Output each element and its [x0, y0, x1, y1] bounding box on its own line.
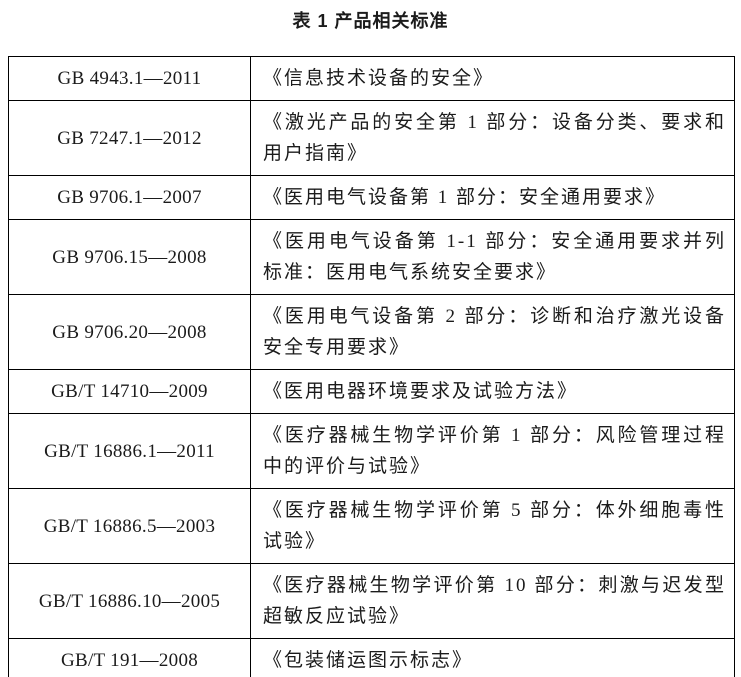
table-row: GB/T 16886.10—2005 《医疗器械生物学评价第 10 部分：刺激与… — [8, 563, 735, 639]
table-row: GB 4943.1—2011 《信息技术设备的安全》 — [8, 56, 735, 101]
standard-code-cell: GB 7247.1—2012 — [8, 100, 251, 176]
standard-name-cell: 《医疗器械生物学评价第 10 部分：刺激与迟发型超敏反应试验》 — [250, 563, 735, 639]
standard-code-cell: GB 9706.1—2007 — [8, 175, 251, 220]
table-row: GB 9706.20—2008 《医用电气设备第 2 部分：诊断和治疗激光设备安… — [8, 294, 735, 370]
table-row: GB/T 16886.5—2003 《医疗器械生物学评价第 5 部分：体外细胞毒… — [8, 488, 735, 564]
standard-code-cell: GB 9706.15—2008 — [8, 219, 251, 295]
standard-name-cell: 《医用电气设备第 1 部分：安全通用要求》 — [250, 175, 735, 220]
standard-name-cell: 《包装储运图示标志》 — [250, 638, 735, 677]
table-row: GB/T 14710—2009 《医用电器环境要求及试验方法》 — [8, 369, 735, 414]
standard-code-cell: GB/T 191—2008 — [8, 638, 251, 677]
table-row: GB 9706.1—2007 《医用电气设备第 1 部分：安全通用要求》 — [8, 175, 735, 220]
standard-code-cell: GB/T 14710—2009 — [8, 369, 251, 414]
standard-name-cell: 《医疗器械生物学评价第 1 部分：风险管理过程中的评价与试验》 — [250, 413, 735, 489]
table-caption: 表 1 产品相关标准 — [292, 11, 449, 31]
standard-name-cell: 《医用电气设备第 1-1 部分：安全通用要求并列标准：医用电气系统安全要求》 — [250, 219, 735, 295]
standard-code-cell: GB 4943.1—2011 — [8, 56, 251, 101]
standard-code-cell: GB/T 16886.10—2005 — [8, 563, 251, 639]
standard-name-cell: 《医用电器环境要求及试验方法》 — [250, 369, 735, 414]
standards-table: GB 4943.1—2011 《信息技术设备的安全》 GB 7247.1—201… — [8, 56, 735, 677]
table-row: GB 9706.15—2008 《医用电气设备第 1-1 部分：安全通用要求并列… — [8, 219, 735, 295]
standard-name-cell: 《医疗器械生物学评价第 5 部分：体外细胞毒性试验》 — [250, 488, 735, 564]
standard-code-cell: GB/T 16886.1—2011 — [8, 413, 251, 489]
table-row: GB/T 191—2008 《包装储运图示标志》 — [8, 638, 735, 677]
standard-code-cell: GB 9706.20—2008 — [8, 294, 251, 370]
standard-name-cell: 《激光产品的安全第 1 部分：设备分类、要求和用户指南》 — [250, 100, 735, 176]
standard-code-cell: GB/T 16886.5—2003 — [8, 488, 251, 564]
table-row: GB 7247.1—2012 《激光产品的安全第 1 部分：设备分类、要求和用户… — [8, 100, 735, 176]
table-row: GB/T 16886.1—2011 《医疗器械生物学评价第 1 部分：风险管理过… — [8, 413, 735, 489]
standard-name-cell: 《医用电气设备第 2 部分：诊断和治疗激光设备安全专用要求》 — [250, 294, 735, 370]
standard-name-cell: 《信息技术设备的安全》 — [250, 56, 735, 101]
